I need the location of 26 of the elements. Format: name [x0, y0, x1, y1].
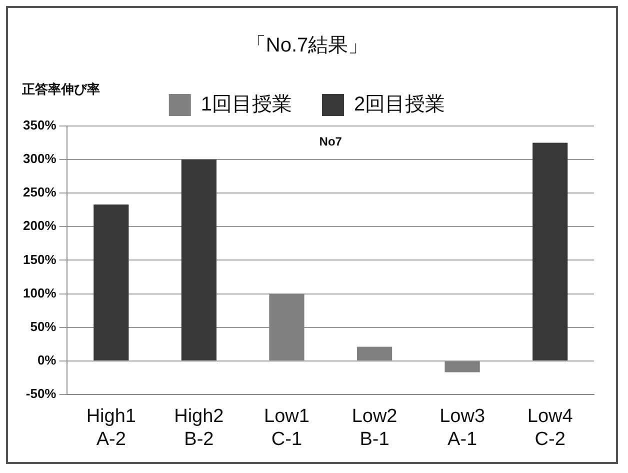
bar: [181, 160, 216, 360]
bar: [532, 142, 568, 360]
annotation: No7: [319, 134, 342, 148]
x-tick-label: High1 A-2: [86, 406, 136, 450]
x-tick-label: Low4 C-2: [527, 406, 574, 450]
y-tick-label: 200%: [23, 218, 57, 234]
x-tick-label: Low2 B-1: [352, 406, 398, 450]
y-tick-label: 350%: [23, 118, 57, 133]
bar: [269, 294, 304, 360]
bar: [94, 204, 129, 360]
y-tick-label: 100%: [23, 285, 57, 300]
legend-label: 1回目授業: [200, 94, 292, 116]
y-tick-label: 0%: [37, 352, 57, 368]
y-tick-label: 300%: [23, 151, 57, 166]
y-tick-label: 250%: [23, 184, 57, 200]
x-tick-label: High2 B-2: [174, 406, 224, 450]
y-tick-label: -50%: [26, 386, 57, 401]
x-tick-label: Low1 C-1: [264, 406, 310, 450]
y-tick-label: 150%: [23, 252, 57, 267]
bar: [356, 346, 392, 360]
bar: [444, 361, 480, 372]
legend-label: 2回目授業: [354, 94, 446, 116]
x-tick-label: Low3 A-1: [440, 406, 486, 450]
y-axis-title: 正答率伸び率: [21, 82, 100, 97]
chart-title: 「No.7結果」: [246, 34, 368, 57]
y-tick-label: 50%: [30, 318, 57, 334]
